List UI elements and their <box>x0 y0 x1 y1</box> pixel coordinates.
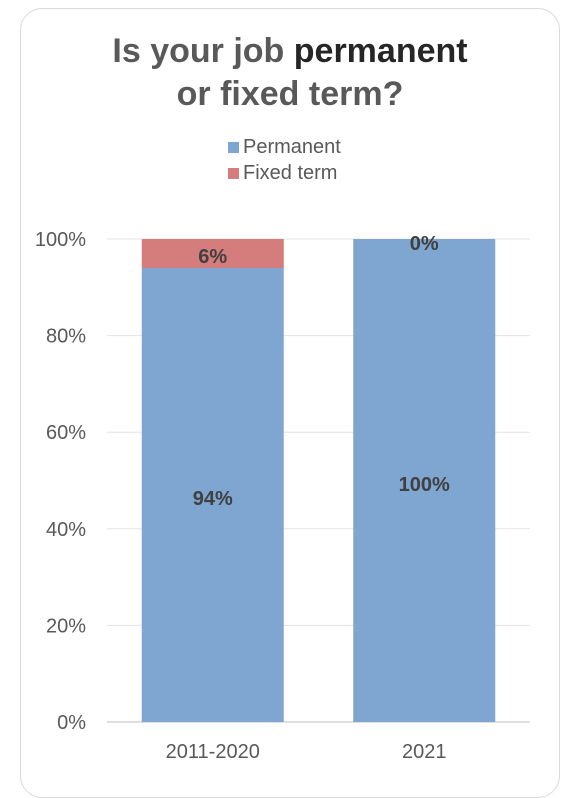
legend: Permanent Fixed term <box>228 134 341 186</box>
title-emphasis-permanent: permanent <box>293 32 468 70</box>
title-prefix: Is your job <box>112 32 294 70</box>
y-tick-label: 0% <box>57 712 86 734</box>
legend-swatch-fixed-term <box>228 167 239 179</box>
title-suffix: ? <box>382 75 404 113</box>
legend-item-fixed-term: Fixed term <box>228 160 341 186</box>
x-tick-label: 2021 <box>402 741 447 763</box>
data-label-fixed-term-2021: 0% <box>410 233 439 255</box>
y-tick-label: 60% <box>46 422 86 444</box>
legend-label-permanent: Permanent <box>243 135 341 158</box>
data-label-permanent-2011-2020: 94% <box>193 488 233 510</box>
legend-item-permanent: Permanent <box>228 134 341 160</box>
legend-label-fixed-term: Fixed term <box>243 161 338 184</box>
data-label-fixed-term-2011-2020: 6% <box>198 246 227 268</box>
legend-swatch-permanent <box>228 141 239 153</box>
y-tick-label: 20% <box>46 615 86 637</box>
y-tick-label: 100% <box>35 229 86 251</box>
y-tick-label: 80% <box>46 326 86 348</box>
bar-permanent-2011-2020 <box>141 267 284 722</box>
x-tick-label: 2011-2020 <box>166 741 260 763</box>
title-emphasis-fixed-term: fixed term <box>220 75 383 113</box>
data-label-permanent-2021: 100% <box>399 474 450 496</box>
bar-fixed-term-2011-2020 <box>141 239 284 268</box>
chart-title: Is your job permanent or fixed term? <box>20 30 560 116</box>
bar-permanent-2021 <box>353 239 496 722</box>
y-tick-label: 40% <box>46 519 86 541</box>
title-line2-prefix: or <box>176 75 221 113</box>
